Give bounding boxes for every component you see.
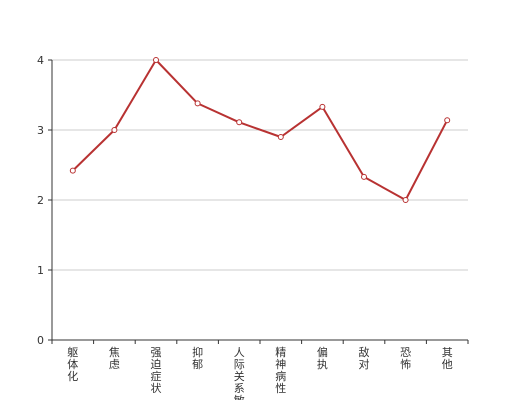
x-category-label-8: 恐怖 [400,346,411,371]
x-category-label-4: 人际关系敏感 [234,346,245,400]
x-category-label-6: 偏执 [317,345,328,371]
y-tick-label-2: 2 [37,194,44,207]
series-line-0 [72,59,449,201]
data-point-0-7[interactable] [361,173,367,180]
x-category-label-1: 焦虑 [109,346,120,371]
x-category-label-5: 精神病性 [275,346,286,395]
series-layer [69,57,451,203]
x-category-label-9: 其他 [442,346,453,371]
x-axis-categories: 躯体化 焦虑 强迫症状 抑郁 人际关系敏感 精神病性 偏执 敌对 恐怖 其他 [51,340,469,400]
data-point-0-1[interactable] [111,127,118,133]
gridlines [52,59,468,271]
y-tick-label-4: 4 [37,54,44,67]
y-tick-label-3: 3 [37,124,44,137]
x-category-label-3: 抑郁 [192,345,203,371]
y-tick-label-1: 1 [37,264,44,277]
data-point-0-4[interactable] [236,119,243,126]
data-point-0-6[interactable] [319,103,326,110]
x-category-label-0: 躯体化 [67,346,78,383]
data-point-0-8[interactable] [402,197,409,203]
data-point-0-9[interactable] [444,117,451,124]
y-tick-label-0: 0 [37,334,44,347]
data-point-0-0[interactable] [69,167,76,174]
y-axis-ticks: 0 1 2 3 4 [37,54,52,347]
data-point-0-5[interactable] [277,134,284,140]
x-category-label-7: 敌对 [359,345,370,371]
data-point-0-2[interactable] [153,57,159,63]
x-category-label-2: 强迫症状 [151,346,162,395]
data-point-0-3[interactable] [194,100,201,107]
